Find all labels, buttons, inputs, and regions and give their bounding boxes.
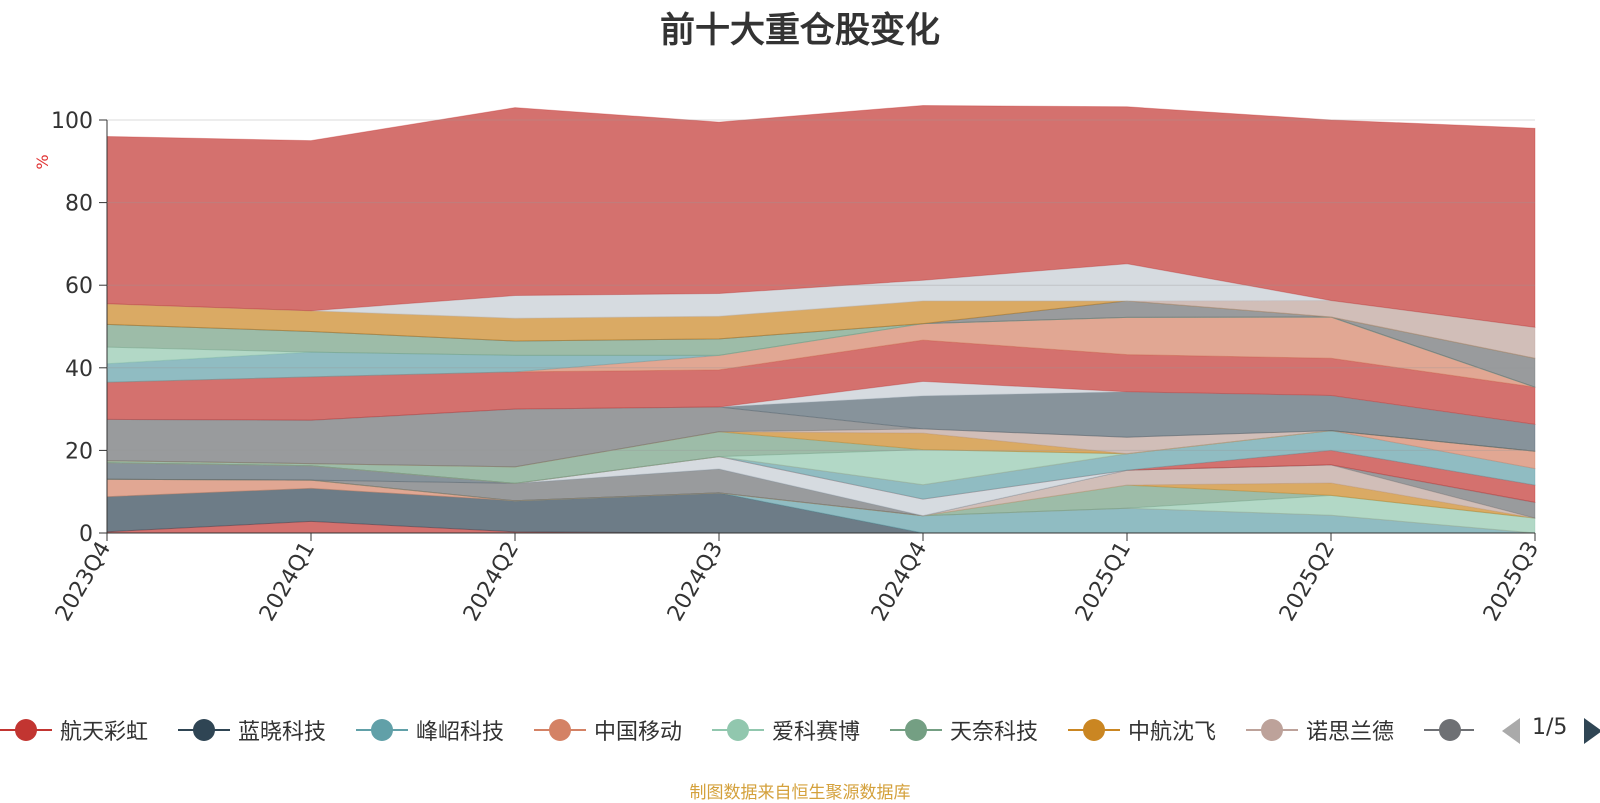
y-tick-label-80: 80 [65, 192, 93, 217]
area-series-8[interactable]: 科华数据 [106, 464, 1536, 519]
legend-marker-icon [1424, 719, 1474, 741]
legend-item-5[interactable]: 天奈科技 [890, 710, 1038, 750]
y-tick-label-20: 20 [65, 439, 93, 464]
legend-item-8[interactable]: 科华数据 [1424, 710, 1474, 750]
y-tick-label-40: 40 [65, 357, 93, 382]
legend-label: 蓝晓科技 [238, 720, 327, 745]
legend-label: 中航沈飞 [1128, 720, 1217, 745]
legend-marker-dot [371, 719, 393, 741]
legend-marker-dot [549, 719, 571, 741]
legend-label: 航天彩虹 [60, 720, 149, 745]
legend-prev-icon[interactable] [1500, 718, 1522, 744]
legend-marker-icon [178, 719, 230, 741]
legend-marker-icon [1246, 719, 1298, 741]
legend-marker-icon [356, 719, 408, 741]
legend-label: 诺思兰德 [1306, 720, 1395, 745]
legend-items: 航天彩虹 蓝晓科技 峰岹科技 中国移动 爱科赛博 天奈科技 中航沈飞 诺思兰德 科华数据 [0, 710, 1474, 750]
x-tick-label-2023Q4: 2023Q4 [51, 538, 116, 626]
legend-marker-icon [1068, 719, 1120, 741]
legend-page-indicator: 1/5 [1532, 715, 1568, 740]
chart-title: 前十大重仓股变化 [659, 11, 940, 51]
x-tick-label-2024Q2: 2024Q2 [459, 538, 524, 626]
legend-label: 爱科赛博 [772, 720, 861, 745]
x-tick-label-2025Q3: 2025Q3 [1479, 538, 1544, 626]
legend-item-3[interactable]: 中国移动 [534, 710, 682, 750]
legend-item-6[interactable]: 中航沈飞 [1068, 710, 1216, 750]
x-tick-label-2025Q2: 2025Q2 [1275, 538, 1340, 626]
area-series-21[interactable]: 比亚迪 [106, 339, 1536, 425]
chart-canvas: 航天彩虹蓝晓科技峰岹科技中国移动爱科赛博天奈科技中航沈飞诺思兰德科华数据海光信息… [33, 104, 1544, 626]
legend-marker-dot [1439, 719, 1461, 741]
legend-marker-icon [534, 719, 586, 741]
legend-pager: 1/5 [1500, 710, 1600, 750]
source-note: 制图数据来自恒生聚源数据库 [689, 783, 911, 803]
x-tick-label-2024Q3: 2024Q3 [663, 538, 728, 626]
legend-marker-icon [0, 719, 52, 741]
area-series-26[interactable]: 紫金矿业 [106, 300, 1536, 388]
legend-item-7[interactable]: 诺思兰德 [1246, 710, 1394, 750]
legend: 航天彩虹 蓝晓科技 峰岹科技 中国移动 爱科赛博 天奈科技 中航沈飞 诺思兰德 科华数据 1/5 [0, 710, 1600, 750]
legend-marker-dot [193, 719, 215, 741]
legend-marker-dot [905, 719, 927, 741]
legend-marker-dot [15, 719, 37, 741]
legend-marker-dot [1083, 719, 1105, 741]
legend-next-icon[interactable] [1582, 718, 1600, 744]
area-series-31[interactable]: 其他 [106, 104, 1536, 328]
legend-marker-dot [1261, 719, 1283, 741]
legend-label: 中国移动 [594, 720, 683, 745]
legend-marker-icon [890, 719, 942, 741]
legend-item-2[interactable]: 峰岹科技 [356, 710, 504, 750]
stacked-areas: 航天彩虹蓝晓科技峰岹科技中国移动爱科赛博天奈科技中航沈飞诺思兰德科华数据海光信息… [106, 104, 1536, 534]
legend-item-1[interactable]: 蓝晓科技 [178, 710, 326, 750]
x-tick-label-2024Q4: 2024Q4 [867, 538, 932, 626]
legend-item-0[interactable]: 航天彩虹 [0, 710, 148, 750]
legend-label: 峰岹科技 [416, 720, 505, 745]
y-tick-label-100: 100 [51, 109, 93, 134]
y-tick-label-60: 60 [65, 274, 93, 299]
y-axis-label: % [33, 154, 52, 169]
y-tick-label-0: 0 [79, 522, 93, 547]
legend-marker-icon [712, 719, 764, 741]
legend-marker-dot [727, 719, 749, 741]
legend-label: 天奈科技 [950, 720, 1039, 745]
area-series-4[interactable]: 爱科赛博 [106, 478, 1536, 534]
x-tick-label-2025Q1: 2025Q1 [1071, 538, 1136, 626]
legend-item-4[interactable]: 爱科赛博 [712, 710, 860, 750]
grid-lines [107, 119, 1535, 451]
x-tick-label-2024Q1: 2024Q1 [255, 538, 320, 626]
